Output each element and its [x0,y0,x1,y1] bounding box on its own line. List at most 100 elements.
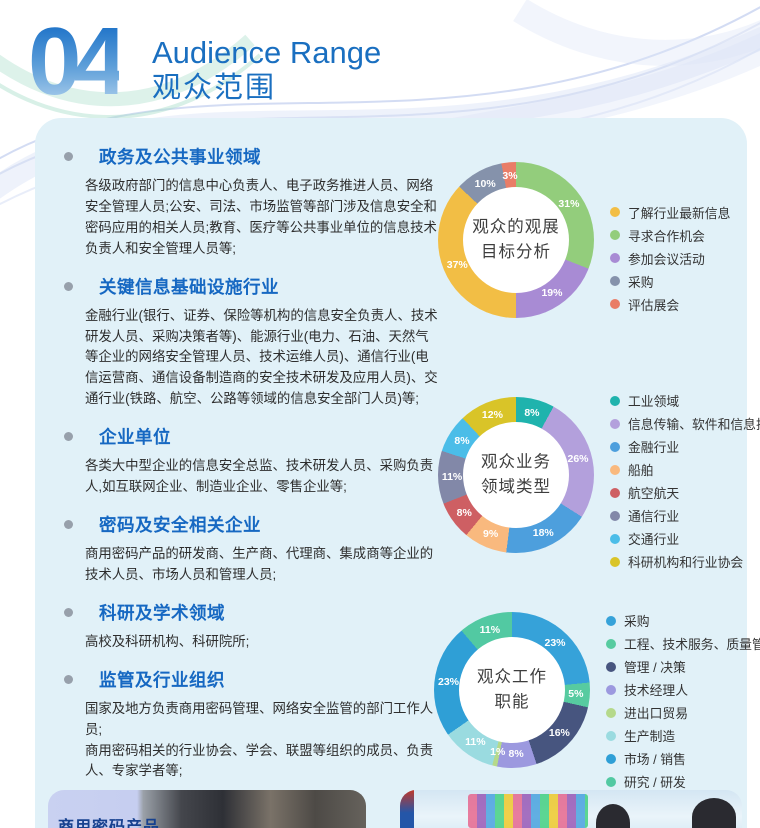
section-title: 监管及行业组织 [99,669,225,690]
legend-item: 技术经理人 [606,678,760,701]
page-title-en: Audience Range [152,35,382,70]
legend-dot-icon [610,533,620,544]
legend-dot-icon [610,464,620,475]
legend-dot-icon [610,276,620,286]
bullet-icon [64,152,73,161]
content-panel: 政务及公共事业领域 各级政府部门的信息中心负责人、电子政务推进人员、网络安全管理人… [35,118,760,828]
legend-item: 工程、技术服务、质量管理 [606,632,760,655]
legend-dot-icon [606,730,616,741]
legend-label: 参加会议活动 [628,251,705,267]
slice-percent-label: 18% [532,526,554,539]
section-head: 关键信息基础设施行业 [62,274,440,299]
audience-section: 密码及安全相关企业商用密码产品的研发商、生产商、代理商、集成商等企业的技术人员、… [62,512,440,586]
slice-percent-label: 1% [490,746,506,759]
legend-dot-icon [610,556,620,567]
legend-item: 金融行业 [610,435,760,458]
photo-detail [400,790,414,828]
chart-center-label: 观众工作 职能 [434,612,590,768]
legend-label: 工业领域 [628,394,680,409]
legend-label: 交通行业 [628,532,680,547]
section-body: 国家及地方负责商用密码管理、网络安全监管的部门工作人员; 商用密码相关的行业协会、… [85,699,440,783]
slice-percent-label: 11% [441,471,463,483]
legend-label: 金融行业 [628,440,680,455]
page-titles: Audience Range 观众范围 [152,35,382,106]
photo-caption: 商用密码产品 [58,819,161,828]
legend-dot-icon [610,230,620,240]
legend-item: 科研机构和行业协会 [610,550,760,573]
slice-percent-label: 23% [438,675,460,688]
legend-dot-icon [606,776,616,787]
section-title: 科研及学术领域 [99,602,225,623]
section-head: 企业单位 [62,424,440,449]
slice-percent-label: 11% [465,736,486,749]
legend-dot-icon [606,684,616,695]
chart-exhibition-goals: 观众的观展 目标分析 31% 19% 37% 10% 3% 了解行业最新信息 寻求合作机会参… [438,162,730,318]
slice-percent-label: 10% [474,177,496,190]
legend-label: 了解行业最新信息 [628,205,731,221]
slice-percent-label: 8% [454,434,470,447]
page-title-zh: 观众范围 [152,72,277,105]
legend-item: 采购 [610,270,730,293]
section-paragraph: 金融行业(银行、证券、保险等机构的信息安全负责人、技术研发人员、采购决策者等)、… [85,307,438,407]
slice-percent-label: 31% [558,198,580,211]
audience-section: 关键信息基础设施行业金融行业(银行、证券、保险等机构的信息安全负责人、技术研发人… [62,274,440,411]
chart-center-line: 观众工作 [477,668,547,687]
bullet-icon [64,281,73,291]
legend-label: 研究 / 研发 [624,775,686,790]
legend-label: 采购 [624,614,650,629]
slice-percent-label: 5% [568,688,584,701]
chart-center-line: 职能 [494,693,530,711]
legend-dot-icon [606,753,616,764]
legend-dot-icon [610,510,620,521]
legend-item: 信息传输、软件和信息技术 [610,412,760,435]
audience-section: 监管及行业组织国家及地方负责商用密码管理、网络安全监管的部门工作人员; 商用密码相… [62,667,440,783]
slice-percent-label: 11% [479,623,501,636]
legend-dot-icon [610,418,620,429]
exhibition-photo-right [400,790,742,828]
legend-label: 科研机构和行业协会 [628,555,744,570]
legend-dot-icon [606,615,616,626]
slice-percent-label: 8% [508,747,524,760]
legend-label: 进出口贸易 [624,706,688,721]
section-head: 监管及行业组织 [62,667,440,692]
section-body: 各类大中型企业的信息安全总监、技术研发人员、采购负责人,如互联网企业、制造业企业… [85,456,440,498]
legend-label: 生产制造 [624,729,676,744]
slice-percent-label: 8% [524,407,540,419]
chart-center-line: 观众的观展 [472,218,560,237]
section-paragraph: 商用密码产品的研发商、生产商、代理商、集成商等企业的技术人员、市场人员和管理人员… [85,545,434,582]
legend-item: 采购 [606,609,760,632]
section-paragraph: 各类大中型企业的信息安全总监、技术研发人员、采购负责人,如互联网企业、制造业企业… [85,458,434,495]
legend-dot-icon [610,487,620,498]
section-body: 高校及科研机构、科研院所; [85,632,440,653]
section-body: 金融行业(银行、证券、保险等机构的信息安全负责人、技术研发人员、采购决策者等)、… [85,306,440,411]
photo-person [692,798,736,828]
section-body: 商用密码产品的研发商、生产商、代理商、集成商等企业的技术人员、市场人员和管理人员… [85,544,440,586]
legend-label: 管理 / 决策 [624,660,686,675]
photo-person [596,804,630,828]
chart-legend: 工业领域信息传输、软件和信息技术金融行业船舶航空航天通信行业交通行业科研机构和行… [610,389,760,573]
legend-item: 寻求合作机会 [610,224,730,247]
legend-label: 寻求合作机会 [628,228,705,244]
legend-label: 航空航天 [628,486,680,501]
chart-business-fields: 观众业务 领域类型 8% 26% 18% 9% 8% 11% 8% 12% 工业领域 信息传输、软… [438,377,760,573]
legend-dot-icon [610,207,620,217]
section-title: 关键信息基础设施行业 [99,276,279,297]
slice-percent-label: 26% [567,453,589,466]
donut-chart: 观众业务 领域类型 8% 26% 18% 9% 8% 11% 8% 12% [438,397,594,553]
section-head: 密码及安全相关企业 [62,512,440,537]
section-title: 密码及安全相关企业 [99,514,261,535]
legend-item: 交通行业 [610,527,760,550]
legend-label: 技术经理人 [624,683,688,698]
legend-item: 研究 / 研发 [606,770,760,793]
exhibition-photo-left: 商用密码产品 [48,790,366,828]
legend-label: 市场 / 销售 [624,752,686,767]
section-paragraph: 商用密码相关的行业协会、学会、联盟等组织的成员、负责人、专家学者等; [85,742,434,779]
legend-dot-icon [606,661,616,672]
legend-item: 管理 / 决策 [606,655,760,678]
section-number: 04 [28,8,127,115]
legend-label: 信息传输、软件和信息技术 [628,417,760,432]
slice-percent-label: 37% [446,259,468,272]
legend-dot-icon [610,253,620,263]
section-paragraph: 高校及科研机构、科研院所; [85,633,250,649]
